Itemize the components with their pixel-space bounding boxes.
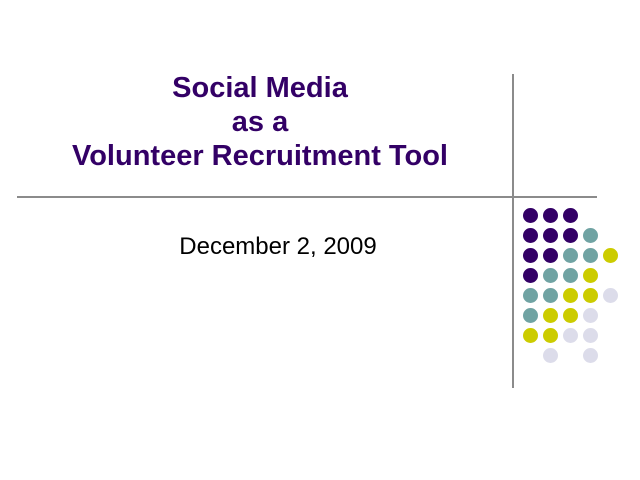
decorative-dot	[522, 247, 538, 263]
dot-spacer	[603, 228, 618, 243]
decorative-dot	[582, 327, 598, 343]
dot-spacer	[603, 268, 618, 283]
decorative-dot	[582, 307, 598, 323]
slide-title: Social Media as a Volunteer Recruitment …	[0, 71, 520, 173]
decorative-dot	[522, 327, 538, 343]
decorative-dot	[542, 347, 558, 363]
decorative-dot	[582, 267, 598, 283]
title-line-1: Social Media	[172, 72, 348, 104]
title-line-2: as a	[231, 106, 289, 138]
horizontal-divider-line	[17, 196, 597, 198]
decorative-dot	[582, 247, 598, 263]
dot-spacer	[563, 348, 578, 363]
dot-spacer	[583, 208, 598, 223]
dot-spacer	[603, 328, 618, 343]
decorative-dot	[602, 287, 618, 303]
dot-spacer	[603, 308, 618, 323]
decorative-dot	[562, 327, 578, 343]
decorative-dot	[542, 327, 558, 343]
decorative-dot	[542, 227, 558, 243]
decorative-dot	[582, 347, 598, 363]
decorative-dot	[542, 207, 558, 223]
dot-pattern	[520, 205, 620, 365]
decorative-dot	[522, 227, 538, 243]
decorative-dot	[562, 247, 578, 263]
decorative-dot	[582, 287, 598, 303]
decorative-dot	[562, 287, 578, 303]
decorative-dot	[582, 227, 598, 243]
dot-spacer	[603, 348, 618, 363]
decorative-dot	[522, 307, 538, 323]
slide-subtitle-date: December 2, 2009	[179, 233, 377, 260]
decorative-dot	[562, 267, 578, 283]
decorative-dot	[522, 267, 538, 283]
vertical-divider-line	[512, 74, 514, 388]
dot-spacer	[523, 348, 538, 363]
decorative-dot	[522, 287, 538, 303]
decorative-dot	[542, 247, 558, 263]
dot-spacer	[603, 208, 618, 223]
decorative-dot	[562, 227, 578, 243]
decorative-dot	[562, 207, 578, 223]
title-line-3: Volunteer Recruitment Tool	[72, 140, 448, 172]
decorative-dot	[542, 267, 558, 283]
decorative-dot	[562, 307, 578, 323]
decorative-dot	[542, 287, 558, 303]
decorative-dot	[602, 247, 618, 263]
decorative-dot	[542, 307, 558, 323]
decorative-dot	[522, 207, 538, 223]
